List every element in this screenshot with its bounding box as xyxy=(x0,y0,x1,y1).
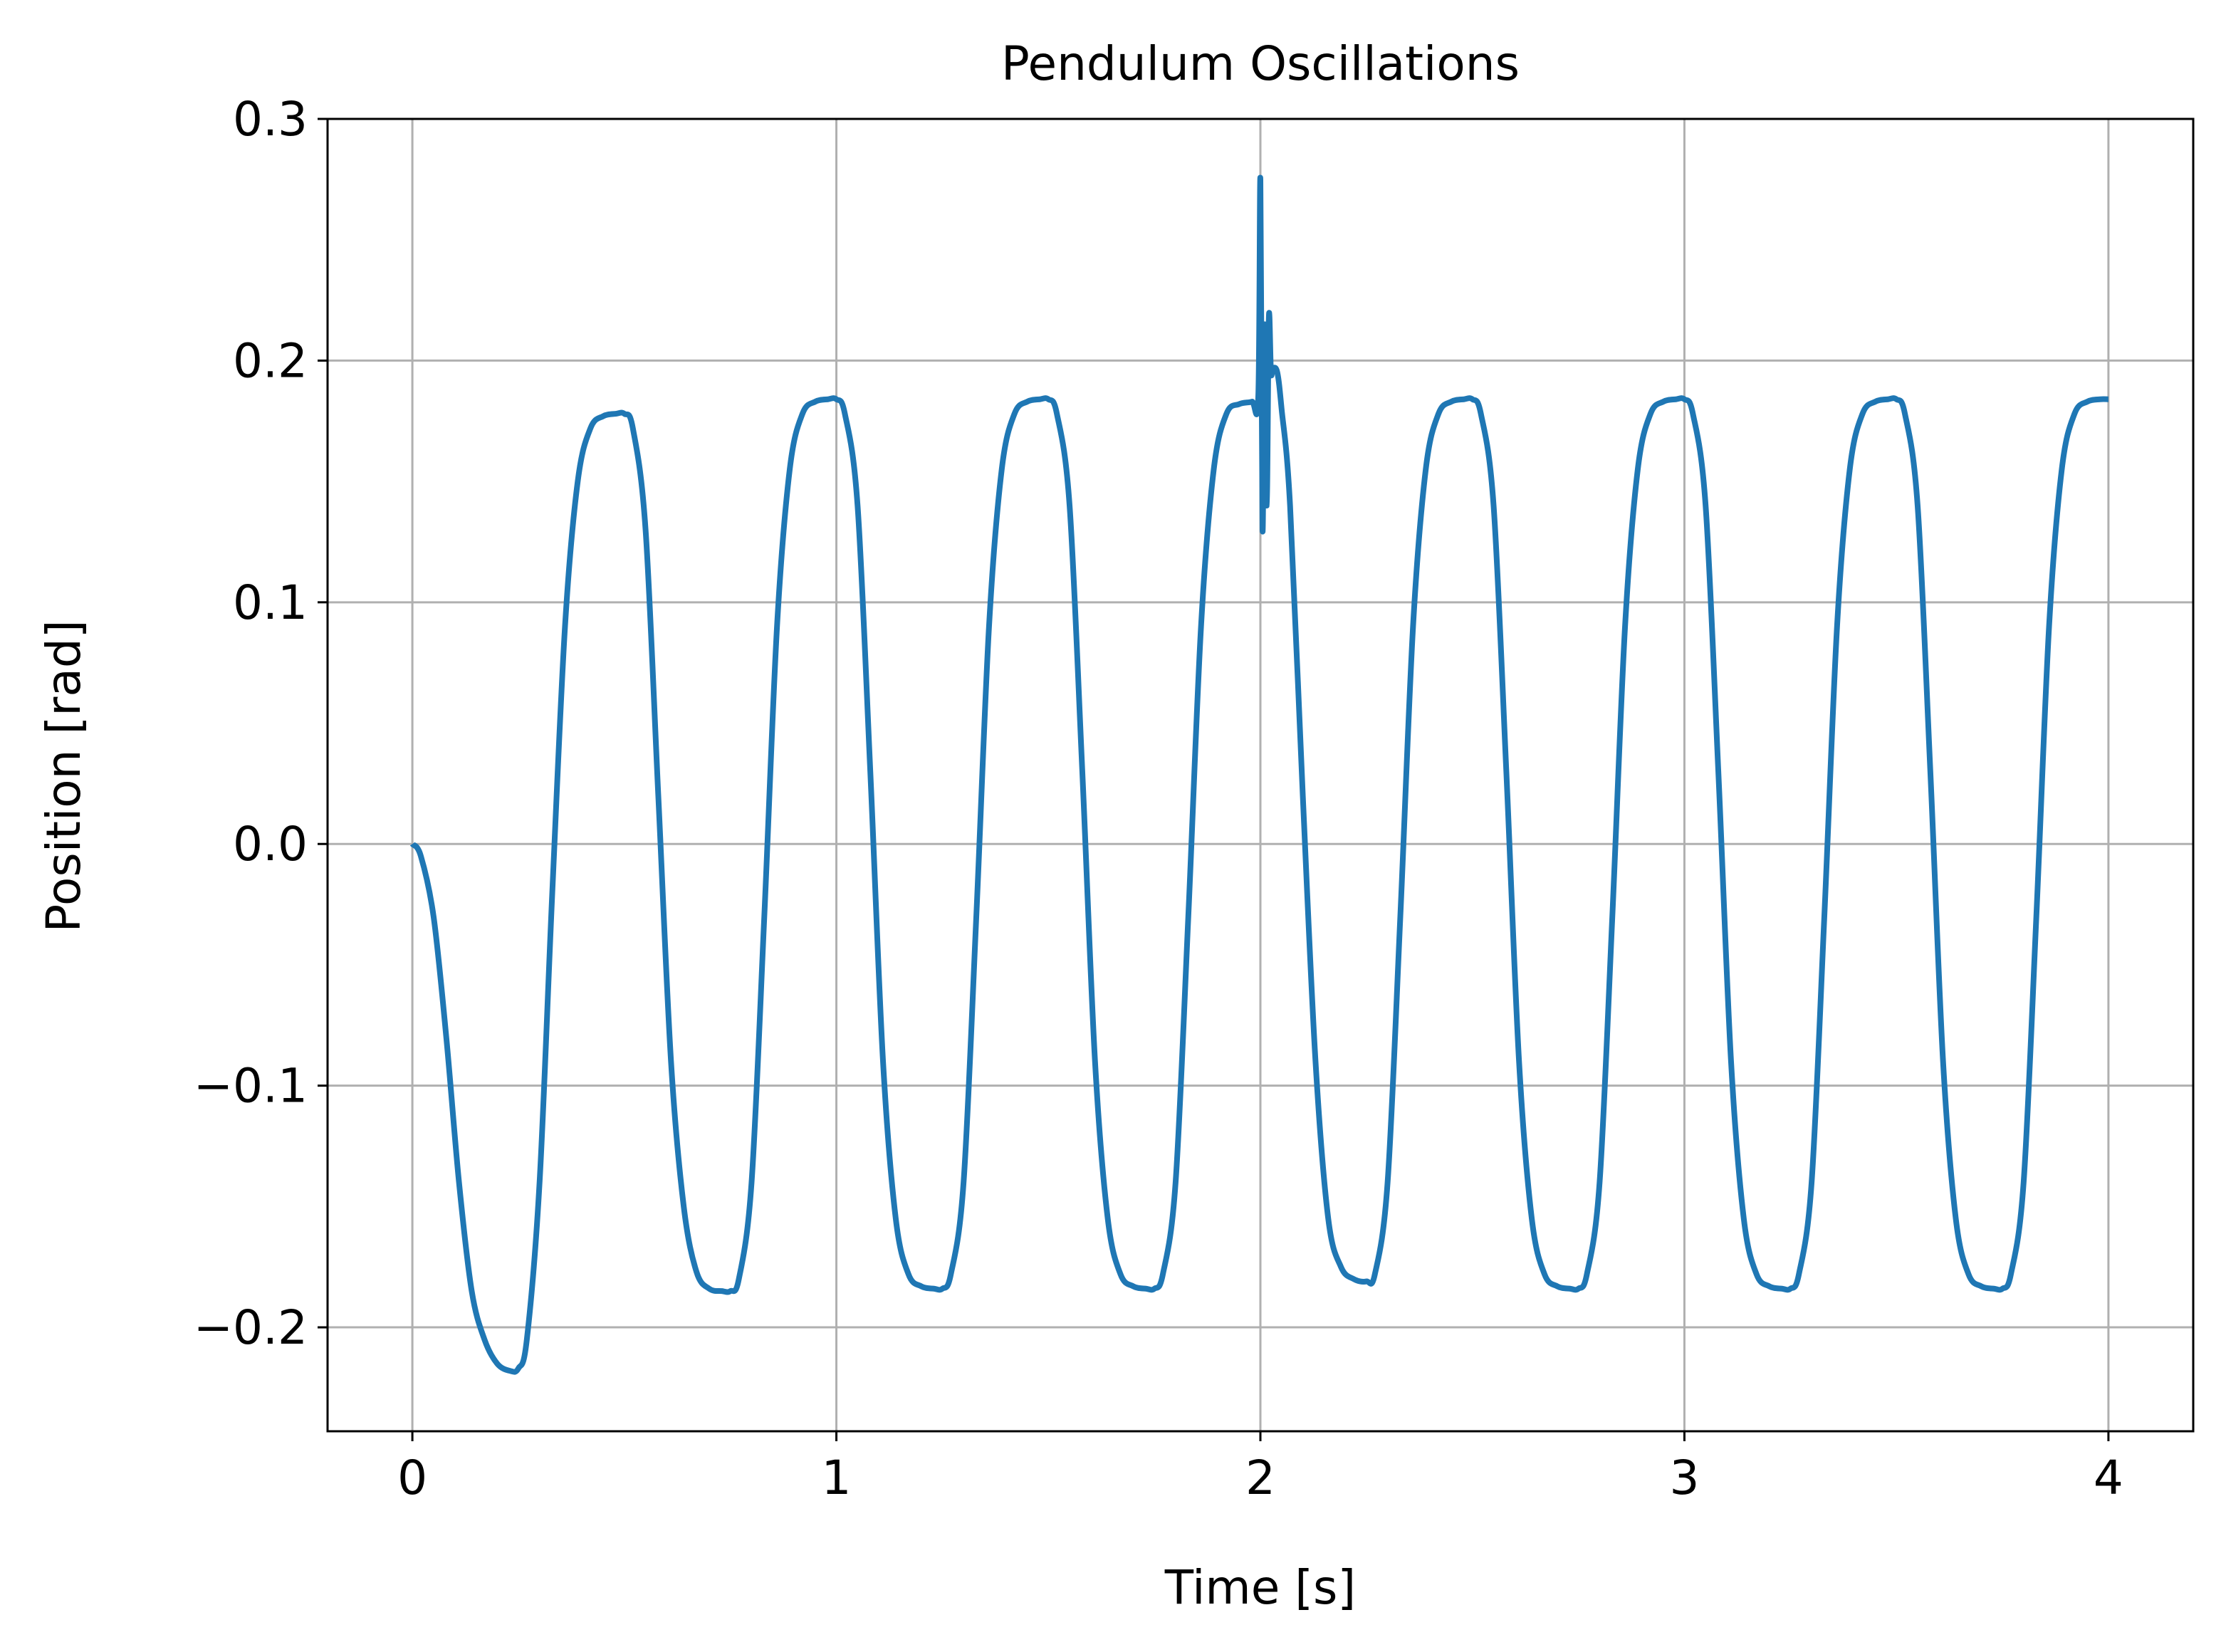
chart-title: Pendulum Oscillations xyxy=(1001,36,1520,91)
y-tick-label: −0.1 xyxy=(194,1059,308,1114)
y-tick-label: 0.3 xyxy=(233,92,308,147)
y-tick-label: 0.2 xyxy=(233,333,308,388)
x-tick-label: 4 xyxy=(2094,1450,2123,1505)
series-line xyxy=(409,174,2109,1375)
tick-layer: 0 1 2 3 4 −0.2 −0.1 0.0 0.1 0.2 0.3 xyxy=(194,92,2123,1505)
x-tick-label: 3 xyxy=(1669,1450,1699,1505)
line-layer xyxy=(409,174,2109,1375)
x-tick-label: 2 xyxy=(1245,1450,1275,1505)
y-tick-label: −0.2 xyxy=(194,1300,308,1355)
x-tick-label: 1 xyxy=(822,1450,852,1505)
x-tick-label: 0 xyxy=(397,1450,427,1505)
y-tick-label: 0.1 xyxy=(233,575,308,630)
y-axis-label: Position [rad] xyxy=(36,620,91,933)
y-tick-label: 0.0 xyxy=(233,817,308,872)
x-axis-label: Time [s] xyxy=(1164,1560,1356,1615)
